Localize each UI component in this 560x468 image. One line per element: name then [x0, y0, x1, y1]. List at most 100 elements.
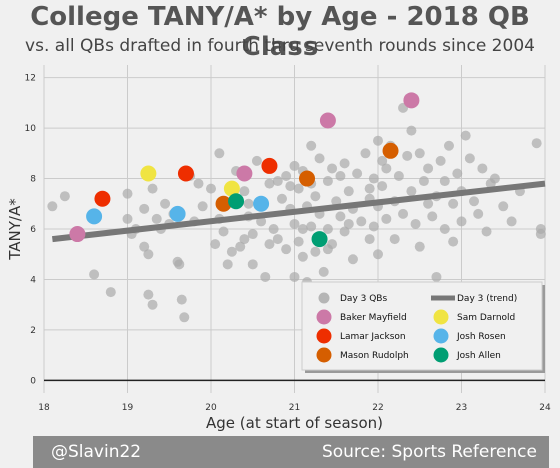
y-tick-label: 8	[30, 175, 36, 185]
day3-point	[427, 211, 438, 222]
day3-point	[389, 234, 400, 245]
day3-point	[410, 218, 421, 229]
legend-label: Mason Rudolph	[340, 351, 409, 361]
day3-point	[297, 224, 308, 234]
day3-point	[197, 201, 208, 212]
day3-point	[473, 208, 484, 219]
day3-point	[314, 153, 325, 164]
day3-point	[531, 138, 542, 149]
legend-label: Lamar Jackson	[340, 332, 406, 342]
day3-point	[498, 201, 509, 212]
day3-point	[452, 168, 463, 179]
day3-point	[331, 196, 342, 207]
day3-point	[293, 183, 304, 194]
day3-point	[406, 125, 417, 136]
sam-darnold-point	[140, 165, 157, 182]
day3-point	[377, 155, 388, 166]
baker-mayfield-point	[319, 112, 336, 129]
day3-point	[343, 218, 354, 229]
day3-point	[222, 259, 233, 270]
x-tick-label: 18	[38, 403, 50, 413]
day3-point	[469, 196, 480, 207]
day3-point	[281, 171, 292, 182]
lamar-jackson-point	[261, 157, 278, 174]
day3-point	[439, 224, 450, 234]
day3-point	[431, 271, 442, 282]
chart-subtitle: vs. all QBs drafted in fourth thru seven…	[25, 36, 535, 56]
day3-point	[398, 208, 409, 219]
day3-point	[122, 188, 133, 199]
day3-point	[322, 224, 333, 234]
josh-rosen-point	[169, 205, 186, 222]
mason-rudolph-point	[299, 170, 316, 187]
y-axis-label: TANY/A*	[6, 198, 24, 261]
day3-point	[360, 148, 371, 159]
legend-marker	[318, 292, 330, 304]
day3-point	[239, 186, 250, 197]
day3-point	[89, 269, 100, 280]
footer-author: @Slavin22	[51, 442, 142, 462]
legend-marker	[433, 347, 449, 363]
day3-point	[322, 244, 333, 255]
day3-point	[247, 259, 258, 270]
day3-point	[335, 211, 346, 222]
day3-point	[193, 178, 204, 189]
josh-rosen-point	[86, 208, 103, 225]
sam-darnold-point	[223, 180, 240, 197]
day3-point	[456, 216, 467, 227]
day3-point	[122, 213, 133, 224]
legend-label: Day 3 QBs	[340, 294, 387, 304]
legend-box	[301, 281, 543, 371]
trend-line	[52, 180, 546, 243]
y-tick-label: 4	[30, 275, 36, 285]
josh-allen-point	[228, 193, 245, 210]
day3-point	[418, 176, 429, 187]
day3-point	[289, 218, 300, 229]
day3-point	[226, 246, 237, 257]
day3-point	[489, 173, 500, 184]
day3-point	[47, 201, 58, 212]
day3-point	[343, 186, 354, 197]
legend-label: Baker Mayfield	[340, 313, 407, 323]
x-tick-label: 20	[205, 403, 217, 413]
day3-point	[322, 176, 333, 187]
lamar-jackson-point	[177, 165, 194, 182]
day3-point	[268, 224, 279, 234]
chart-title: College TANY/A* by Age - 2018 QB Class	[30, 2, 530, 62]
x-axis-label: Age (at start of season)	[206, 414, 383, 432]
day3-point	[272, 234, 283, 245]
day3-point	[435, 155, 446, 166]
day3-point	[439, 176, 450, 187]
day3-point	[306, 140, 317, 151]
legend-marker	[433, 309, 449, 325]
day3-point	[264, 178, 275, 189]
day3-point	[339, 226, 350, 237]
day3-point	[272, 176, 283, 187]
legend-marker	[433, 328, 449, 344]
day3-point	[143, 289, 154, 300]
mason-rudolph-point	[215, 195, 232, 212]
day3-point	[381, 163, 392, 174]
day3-point	[347, 254, 358, 265]
baker-mayfield-point	[69, 226, 86, 243]
day3-point	[306, 221, 317, 232]
y-tick-label: 10	[25, 124, 37, 134]
x-tick-label: 22	[372, 403, 383, 413]
josh-allen-point	[311, 231, 328, 248]
day3-point	[179, 312, 190, 323]
day3-point	[160, 198, 171, 209]
day3-point	[147, 299, 158, 310]
day3-point	[318, 266, 329, 277]
day3-point	[423, 163, 434, 174]
day3-point	[460, 130, 471, 141]
day3-point	[251, 155, 262, 166]
day3-point	[373, 249, 383, 260]
day3-point	[414, 241, 425, 252]
day3-point	[535, 229, 546, 240]
day3-point	[218, 226, 229, 237]
day3-point	[443, 140, 454, 151]
y-tick-label: 0	[30, 376, 36, 386]
day3-point	[393, 171, 404, 182]
day3-point	[214, 148, 225, 159]
day3-point	[423, 198, 434, 209]
